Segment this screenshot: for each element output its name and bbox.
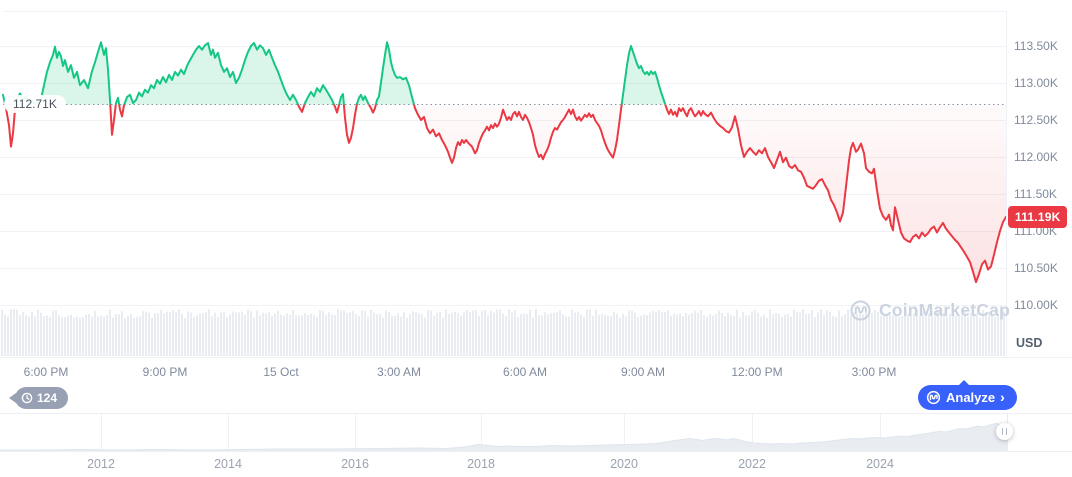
gridlines bbox=[0, 11, 1072, 358]
chevron-right-icon: › bbox=[1000, 389, 1005, 405]
y-tick-label: 112.00K bbox=[1014, 150, 1058, 164]
analyze-label: Analyze bbox=[946, 390, 996, 405]
x-tick-label: 15 Oct bbox=[263, 365, 299, 379]
currency-unit-label: USD bbox=[1016, 336, 1043, 350]
baseline-price-label: 112.71K bbox=[4, 95, 66, 114]
history-count: 124 bbox=[37, 391, 58, 405]
year-tick-label: 2022 bbox=[738, 457, 766, 471]
analyze-button[interactable]: Analyze › bbox=[918, 380, 1017, 410]
year-tick-label: 2024 bbox=[866, 457, 894, 471]
history-clock-icon bbox=[21, 392, 33, 404]
history-count-badge: 124 bbox=[15, 387, 69, 409]
y-tick-label: 113.50K bbox=[1014, 39, 1058, 53]
price-area bbox=[2, 41, 1006, 284]
year-tick-label: 2016 bbox=[341, 457, 369, 471]
x-tick-label: 6:00 PM bbox=[23, 365, 69, 379]
timeline-drag-handle[interactable] bbox=[996, 423, 1013, 440]
y-tick-label: 112.50K bbox=[1014, 113, 1058, 127]
y-tick-label: 110.50K bbox=[1014, 261, 1058, 275]
y-tick-label: 110.00K bbox=[1014, 298, 1058, 312]
x-tick-label: 9:00 PM bbox=[142, 365, 188, 379]
volume-bars bbox=[1, 309, 1005, 356]
timeline-minichart bbox=[0, 413, 1072, 452]
y-tick-label: 113.00K bbox=[1014, 76, 1058, 90]
year-tick-label: 2020 bbox=[610, 457, 638, 471]
analyze-cmc-icon bbox=[926, 390, 941, 405]
year-tick-label: 2018 bbox=[467, 457, 495, 471]
x-tick-label: 3:00 PM bbox=[851, 365, 897, 379]
current-price-badge: 111.19K bbox=[1008, 205, 1068, 228]
x-tick-label: 9:00 AM bbox=[620, 365, 666, 379]
year-tick-label: 2012 bbox=[87, 457, 115, 471]
year-tick-label: 2014 bbox=[214, 457, 242, 471]
y-tick-label: 111.50K bbox=[1014, 187, 1057, 201]
x-tick-label: 12:00 PM bbox=[731, 365, 783, 379]
x-tick-label: 6:00 AM bbox=[502, 365, 548, 379]
x-tick-label: 3:00 AM bbox=[376, 365, 422, 379]
